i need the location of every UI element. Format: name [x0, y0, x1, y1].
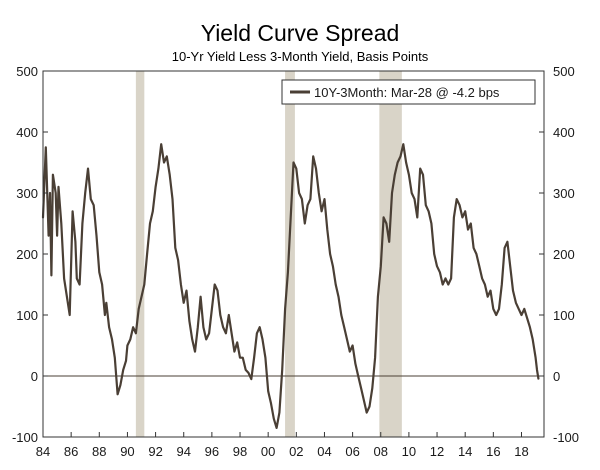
- right-y-axis: -100 0 100 200 300 400 500: [539, 64, 579, 445]
- left-y-axis: -100 0 100 200 300 400 500: [12, 64, 48, 445]
- left-y-tick-label: 300: [16, 186, 38, 201]
- recession-band-0: [135, 71, 145, 437]
- left-y-tick-label: 400: [16, 125, 38, 140]
- right-y-tick-label: 300: [553, 186, 575, 201]
- right-y-tick-label: 100: [553, 308, 575, 323]
- right-y-tick-label: -100: [553, 430, 579, 445]
- right-y-tick-label: 0: [553, 369, 560, 384]
- legend-label: 10Y-3Month: Mar-28 @ -4.2 bps: [314, 85, 500, 100]
- left-y-tick-label: 500: [16, 64, 38, 79]
- x-tick-label: 18: [514, 444, 528, 459]
- x-tick-label: 08: [374, 444, 388, 459]
- x-tick-label: 86: [64, 444, 78, 459]
- series-line-group: [41, 143, 540, 429]
- x-axis: 84 86 88 90 92 94 96 98 00 02 04 06 08 10 12 14 16 18: [36, 432, 529, 459]
- x-tick-label: 12: [430, 444, 444, 459]
- recession-shading-group: [135, 71, 402, 437]
- x-tick-label: 02: [289, 444, 303, 459]
- x-tick-label: 04: [317, 444, 331, 459]
- x-tick-label: 14: [458, 444, 472, 459]
- x-tick-label: 94: [176, 444, 190, 459]
- x-tick-label: 10: [402, 444, 416, 459]
- x-tick-label: 00: [261, 444, 275, 459]
- left-y-tick-label: 200: [16, 247, 38, 262]
- right-y-tick-label: 200: [553, 247, 575, 262]
- x-tick-label: 84: [36, 444, 50, 459]
- x-tick-label: 92: [148, 444, 162, 459]
- legend-box: [281, 79, 536, 105]
- recession-band-1: [285, 71, 295, 437]
- recession-band-2: [379, 71, 402, 437]
- x-tick-label: 98: [233, 444, 247, 459]
- left-y-tick-label: -100: [12, 430, 38, 445]
- right-y-tick-label: 500: [553, 64, 575, 79]
- left-y-tick-label: 0: [31, 369, 38, 384]
- right-y-tick-label: 400: [553, 125, 575, 140]
- chart-subtitle: 10-Yr Yield Less 3-Month Yield, Basis Po…: [172, 49, 429, 64]
- x-tick-label: 88: [92, 444, 106, 459]
- series-line-0: [41, 143, 540, 429]
- x-tick-label: 96: [205, 444, 219, 459]
- x-tick-label: 06: [345, 444, 359, 459]
- left-y-tick-label: 100: [16, 308, 38, 323]
- legend: 10Y-3Month: Mar-28 @ -4.2 bps: [281, 79, 536, 105]
- chart-title: Yield Curve Spread: [201, 20, 400, 46]
- x-tick-label: 16: [486, 444, 500, 459]
- x-tick-label: 90: [120, 444, 134, 459]
